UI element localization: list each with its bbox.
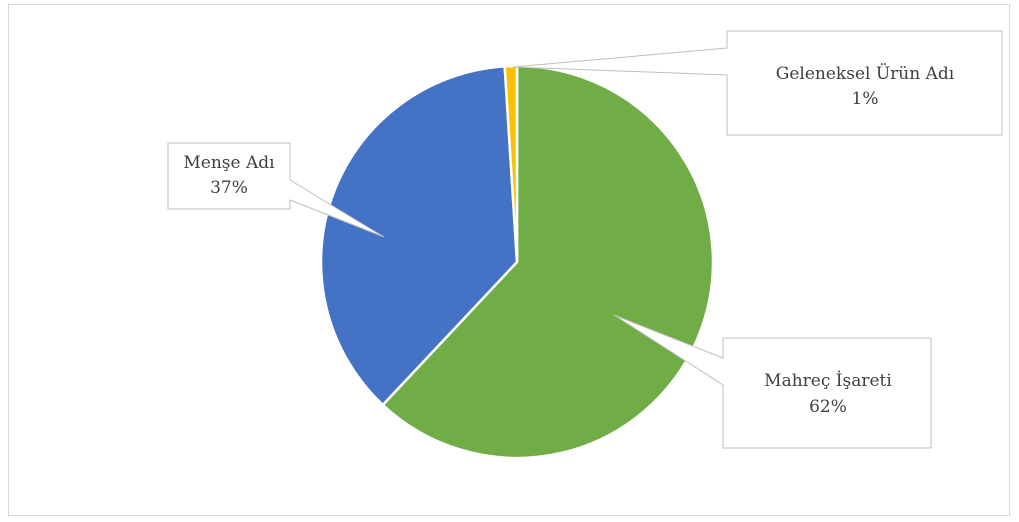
pie-slices: [319, 64, 715, 460]
callout-value-geleneksel: 1%: [852, 89, 879, 109]
callout-mense: Menşe Adı 37%: [167, 142, 385, 238]
callout-label-mahrec: Mahreç İşareti: [764, 370, 892, 391]
pie-slice-geleneksel: [503, 64, 519, 264]
pie-slice-mense: [319, 65, 519, 407]
pie-slice-mahrec: [381, 64, 715, 460]
callout-mahrec: Mahreç İşareti 62%: [613, 314, 932, 449]
callout-label-mense: Menşe Adı: [183, 153, 275, 173]
callout-value-mahrec: 62%: [809, 397, 847, 417]
callout-label-geleneksel: Geleneksel Ürün Adı: [776, 63, 955, 84]
callout-value-mense: 37%: [210, 178, 248, 198]
callout-box-mense: [167, 142, 385, 238]
callout-box-geleneksel: [512, 30, 1003, 136]
callout-box-mahrec: [613, 314, 932, 449]
callout-geleneksel: Geleneksel Ürün Adı 1%: [512, 30, 1003, 136]
